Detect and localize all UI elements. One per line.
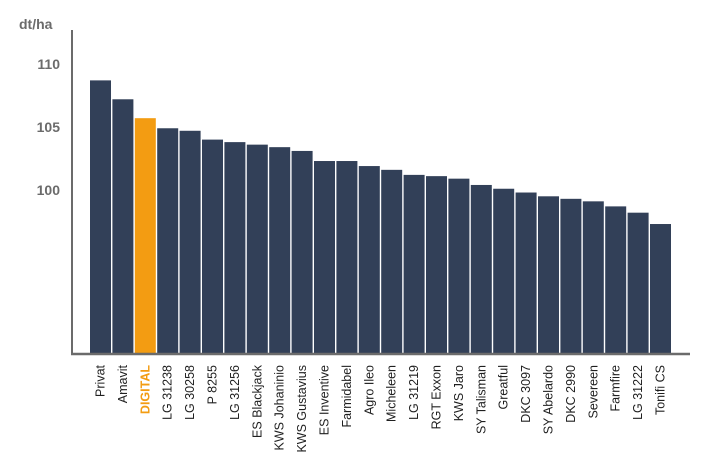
bar xyxy=(157,128,179,353)
category-label: ES Inventive xyxy=(318,365,332,435)
category-label: DKC 3097 xyxy=(519,365,533,423)
bar xyxy=(112,99,134,353)
bar xyxy=(291,150,313,353)
category-label: KWS Jaro xyxy=(452,365,466,421)
bar xyxy=(358,166,380,353)
category-label: LG 31222 xyxy=(631,365,645,420)
bar xyxy=(627,212,649,353)
category-label: ES Blackjack xyxy=(250,364,264,438)
bar xyxy=(650,224,671,353)
bar xyxy=(224,142,246,353)
bars-group xyxy=(90,80,671,354)
category-label: DIGITAL xyxy=(138,365,152,414)
category-labels: Privat Amavit DIGITAL LG 31238 LG 30258 P 825… xyxy=(94,364,668,452)
category-label: P 8255 xyxy=(206,365,220,404)
category-label: KWS Gustavius xyxy=(295,365,309,453)
y-axis-unit-label: dt/ha xyxy=(19,16,53,32)
category-label: Tonifi CS xyxy=(654,365,668,415)
bar xyxy=(493,188,515,353)
category-label: LG 31219 xyxy=(407,365,421,420)
bar xyxy=(560,198,582,353)
y-axis-ticks: 100 105 110 xyxy=(37,56,61,198)
bar xyxy=(426,176,447,353)
bar xyxy=(515,192,537,353)
category-label: Farmfire xyxy=(609,365,623,412)
category-label: DKC 2990 xyxy=(564,365,578,423)
bar xyxy=(448,178,470,353)
category-label: RGT Exxon xyxy=(430,365,444,429)
bar xyxy=(314,161,335,353)
y-tick-label: 105 xyxy=(37,119,61,135)
bar xyxy=(381,169,403,353)
category-label: SY Abelardo xyxy=(542,365,556,434)
y-tick-label: 110 xyxy=(37,56,60,72)
category-label: Severeen xyxy=(586,365,600,419)
category-label: Greatful xyxy=(497,365,511,409)
bar xyxy=(90,80,111,353)
category-label: Privat xyxy=(94,364,108,396)
bar xyxy=(470,184,492,353)
bar-highlight xyxy=(134,118,156,354)
bar xyxy=(202,139,223,353)
category-label: SY Talisman xyxy=(474,365,488,434)
bar xyxy=(336,161,358,353)
bar xyxy=(403,174,425,353)
bar xyxy=(269,147,291,353)
bar xyxy=(538,196,559,353)
category-label: Agro Ileo xyxy=(362,365,376,415)
category-label: Amavit xyxy=(116,364,130,403)
category-label: KWS Johaninio xyxy=(273,365,287,451)
category-label: LG 31256 xyxy=(228,365,242,420)
category-label: Micheleen xyxy=(385,365,399,422)
category-label: Farmidabel xyxy=(340,365,354,428)
category-label: LG 31238 xyxy=(161,365,175,420)
category-label: LG 30258 xyxy=(183,365,197,420)
bar xyxy=(246,144,268,353)
bar xyxy=(582,201,604,353)
y-tick-label: 100 xyxy=(37,182,61,198)
bar xyxy=(605,206,627,353)
bar xyxy=(179,130,201,353)
